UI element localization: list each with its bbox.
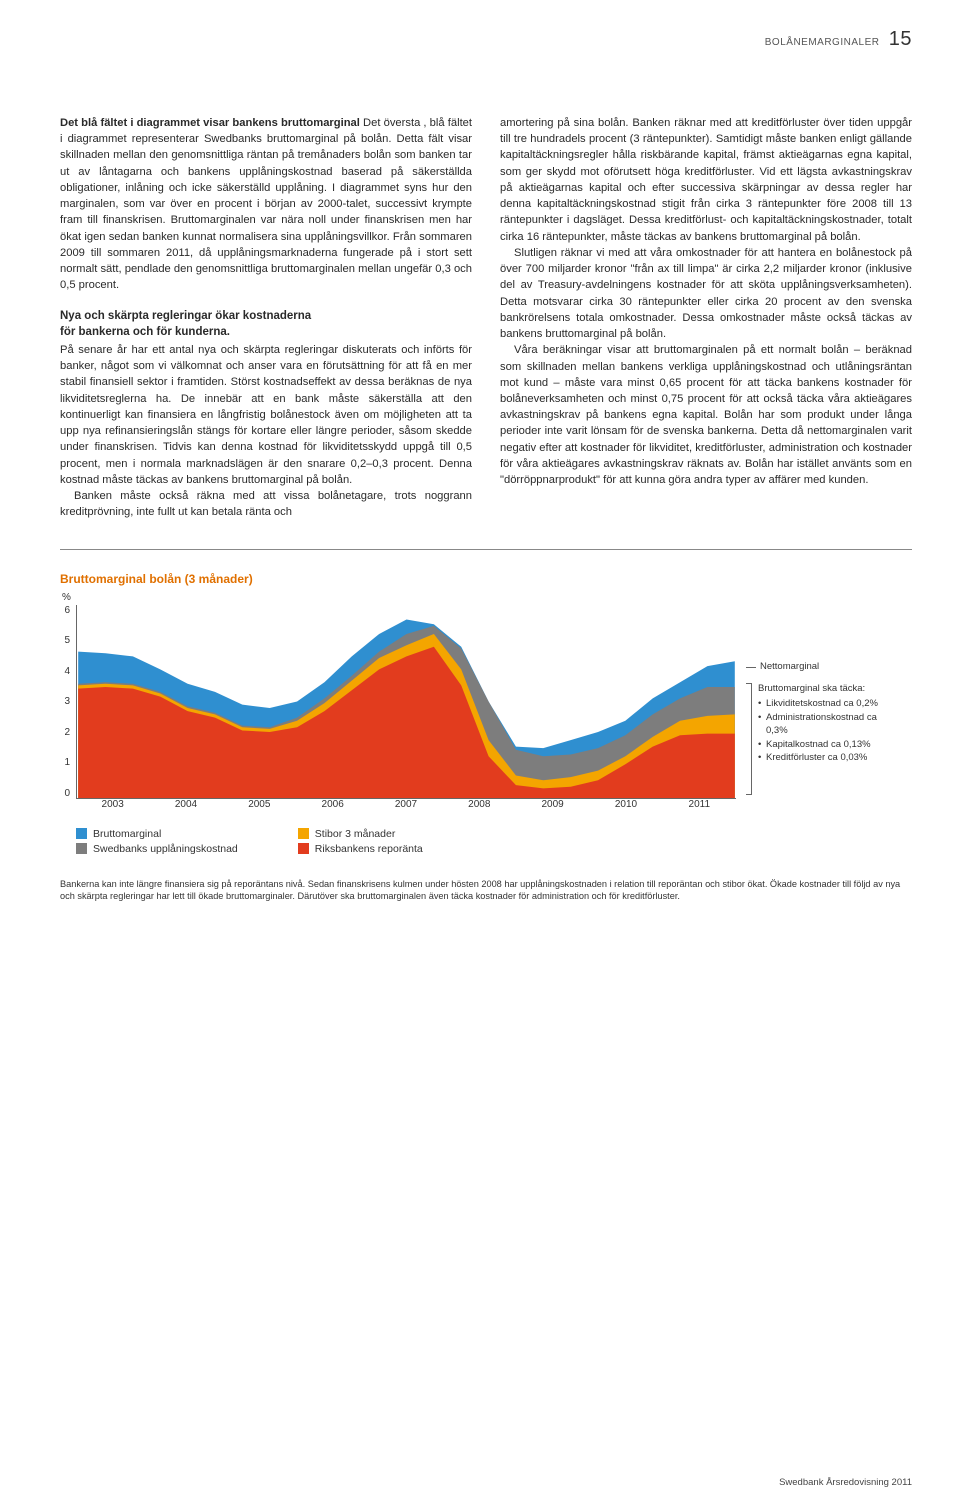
netto-annotation: Nettomarginal bbox=[760, 661, 890, 676]
annotation-heading: Bruttomarginal ska täcka: bbox=[758, 683, 888, 696]
x-axis: 200320042005200620072008200920102011 bbox=[60, 799, 736, 810]
page-footer: Swedbank Årsredovisning 2011 bbox=[779, 1477, 912, 1488]
page-header: BOLÅNEMARGINALER 15 bbox=[0, 0, 960, 51]
subheading-line: Nya och skärpta regleringar ökar kostnad… bbox=[60, 308, 472, 325]
body-columns: Det blå fältet i diagrammet visar banken… bbox=[0, 51, 960, 521]
page-number: 15 bbox=[889, 28, 912, 50]
chart-section: Bruttomarginal bolån (3 månader) % 65432… bbox=[0, 550, 960, 858]
y-axis-label: % bbox=[60, 592, 912, 603]
paragraph: amortering på sina bolån. Banken räknar … bbox=[500, 115, 912, 245]
right-column: amortering på sina bolån. Banken räknar … bbox=[500, 115, 912, 521]
paragraph: Banken måste också räkna med att vissa b… bbox=[60, 488, 472, 520]
brutto-annotation: Bruttomarginal ska täcka: Likviditetskos… bbox=[758, 683, 888, 857]
paragraph: På senare år har ett antal nya och skärp… bbox=[60, 342, 472, 488]
paragraph: Våra beräkningar visar att bruttomargina… bbox=[500, 342, 912, 488]
chart-area: 6543210 20032004200520062007200820092010… bbox=[60, 605, 736, 858]
subheading: Nya och skärpta regleringar ökar kostnad… bbox=[60, 308, 472, 341]
chart-legend: BruttomarginalSwedbanks upplåningskostna… bbox=[60, 828, 736, 858]
annotation-heading: Nettomarginal bbox=[760, 661, 890, 674]
chart-plot bbox=[76, 605, 736, 799]
bracket-icon bbox=[746, 683, 752, 795]
paragraph: Det blå fältet i diagrammet visar banken… bbox=[60, 115, 472, 294]
paragraph: Slutligen räknar vi med att våra omkostn… bbox=[500, 245, 912, 342]
left-column: Det blå fältet i diagrammet visar banken… bbox=[60, 115, 472, 521]
section-label: BOLÅNEMARGINALER bbox=[765, 37, 880, 48]
lead-text: Det blå fältet i diagrammet visar banken… bbox=[60, 117, 360, 129]
chart-title: Bruttomarginal bolån (3 månader) bbox=[60, 572, 912, 586]
subheading-line: för bankerna och för kunderna. bbox=[60, 324, 472, 341]
chart-footnote: Bankerna kan inte längre finansiera sig … bbox=[0, 858, 960, 903]
y-axis: 6543210 bbox=[60, 605, 76, 799]
annotation-list: Likviditetskostnad ca 0,2%Administration… bbox=[758, 698, 888, 765]
body-text: Det översta , blå fältet i diagrammet re… bbox=[60, 117, 472, 291]
